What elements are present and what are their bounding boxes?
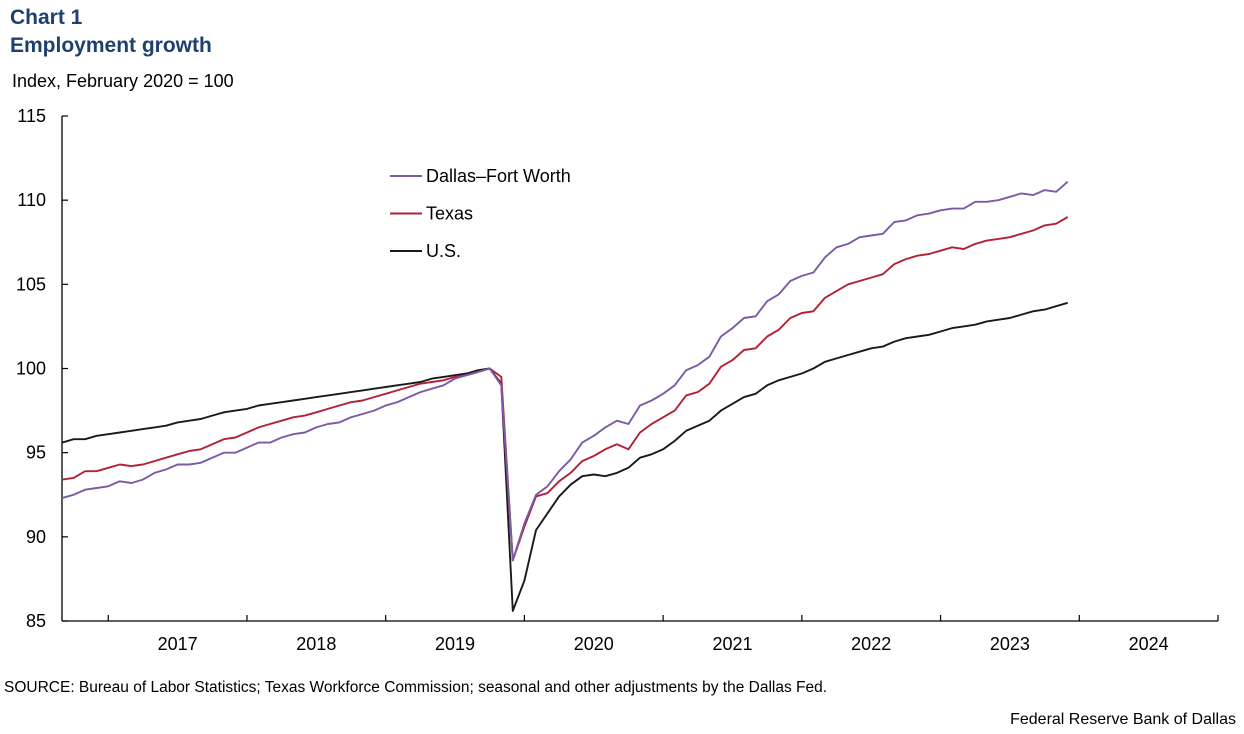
chart-legend: Dallas–Fort Worth Texas U.S. — [390, 166, 571, 261]
x-tick-label: 2021 — [712, 634, 752, 654]
chart-series — [61, 180, 1069, 612]
series-line-u-s — [61, 301, 1068, 612]
y-tick-label: 110 — [17, 190, 46, 210]
x-tick-label: 2019 — [435, 634, 475, 654]
y-tick-label: 105 — [16, 274, 46, 294]
x-tick-label: 2020 — [574, 634, 614, 654]
chart-title: Employment growth — [10, 34, 212, 57]
chart-ticks: 85 90 95 100 105 110 115 2017 2018 2019 2020 2021 20… — [16, 106, 1219, 654]
employment-line-chart: 85 90 95 100 105 110 115 2017 2018 2019 2020 2021 20… — [16, 106, 1219, 654]
y-tick-label: 95 — [26, 443, 46, 463]
y-tick-label: 100 — [16, 359, 46, 379]
source-note: SOURCE: Bureau of Labor Statistics; Texa… — [4, 679, 828, 696]
y-tick-label: 90 — [26, 527, 46, 547]
y-tick-label: 115 — [17, 106, 46, 126]
publisher-credit: Federal Reserve Bank of Dallas — [1010, 711, 1236, 728]
series-line-dallas-fort-worth — [61, 180, 1069, 562]
y-axis-units-label: Index, February 2020 = 100 — [12, 71, 234, 91]
x-tick-label: 2018 — [296, 634, 336, 654]
chart-axes — [61, 116, 1218, 622]
x-tick-label: 2017 — [158, 634, 198, 654]
chart-number: Chart 1 — [10, 6, 83, 29]
x-tick-label: 2022 — [851, 634, 891, 654]
y-tick-label: 85 — [26, 611, 46, 631]
x-tick-label: 2024 — [1129, 634, 1169, 654]
legend-item-texas-label: Texas — [426, 204, 473, 224]
x-tick-label: 2023 — [990, 634, 1030, 654]
legend-item-dallas-fort-worth-label: Dallas–Fort Worth — [426, 166, 571, 186]
legend-item-u-s-label: U.S. — [426, 241, 461, 261]
series-line-texas — [61, 216, 1069, 562]
